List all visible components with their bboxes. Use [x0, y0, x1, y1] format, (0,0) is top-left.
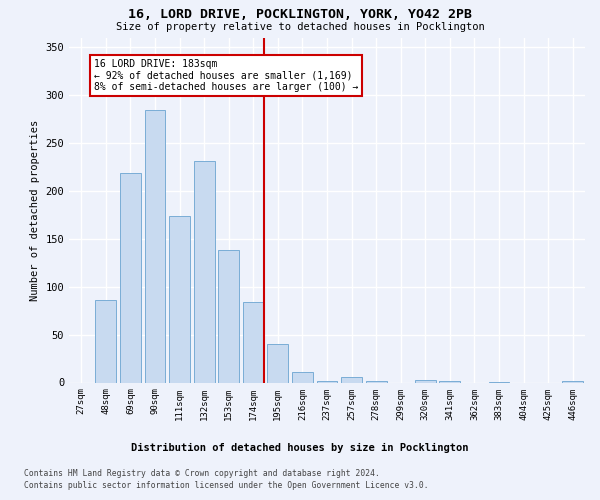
- Text: 16 LORD DRIVE: 183sqm
← 92% of detached houses are smaller (1,169)
8% of semi-de: 16 LORD DRIVE: 183sqm ← 92% of detached …: [94, 58, 358, 92]
- Text: 16, LORD DRIVE, POCKLINGTON, YORK, YO42 2PB: 16, LORD DRIVE, POCKLINGTON, YORK, YO42 …: [128, 8, 472, 20]
- Bar: [194, 161, 215, 382]
- Text: Size of property relative to detached houses in Pocklington: Size of property relative to detached ho…: [116, 22, 484, 32]
- Bar: [439, 380, 460, 382]
- Bar: [365, 380, 386, 382]
- Bar: [218, 250, 239, 382]
- Bar: [341, 377, 362, 382]
- Bar: [95, 300, 116, 382]
- Bar: [243, 302, 264, 382]
- Bar: [145, 110, 166, 382]
- Bar: [268, 344, 289, 383]
- Text: Contains HM Land Registry data © Crown copyright and database right 2024.: Contains HM Land Registry data © Crown c…: [24, 468, 380, 477]
- Bar: [292, 372, 313, 382]
- Text: Contains public sector information licensed under the Open Government Licence v3: Contains public sector information licen…: [24, 481, 428, 490]
- Y-axis label: Number of detached properties: Number of detached properties: [30, 120, 40, 300]
- Text: Distribution of detached houses by size in Pocklington: Distribution of detached houses by size …: [131, 442, 469, 452]
- Bar: [415, 380, 436, 382]
- Bar: [317, 380, 337, 382]
- Bar: [169, 216, 190, 382]
- Bar: [120, 172, 141, 382]
- Bar: [562, 380, 583, 382]
